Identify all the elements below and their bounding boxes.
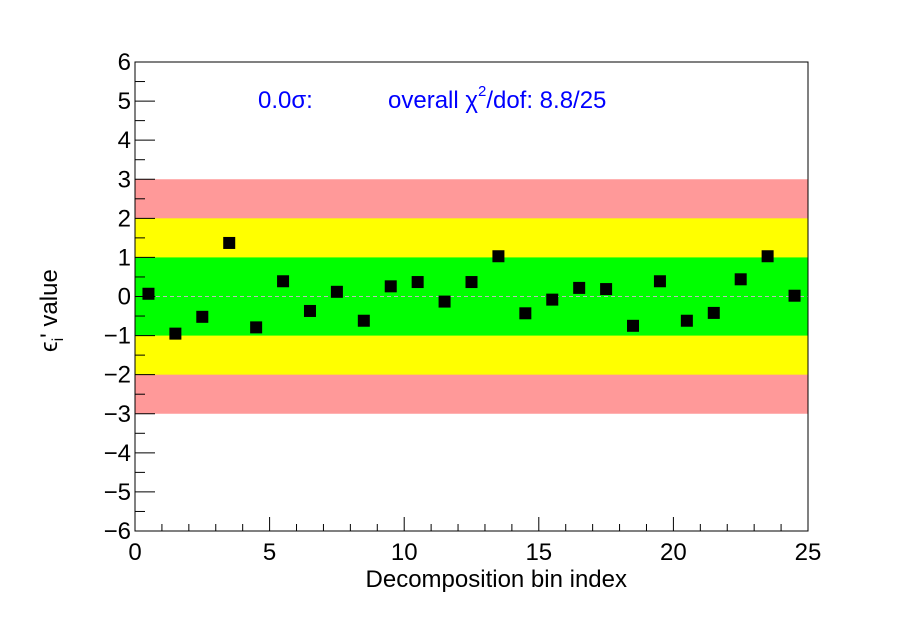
x-tick-label: 10 <box>391 539 418 566</box>
data-point <box>169 327 182 340</box>
y-axis-ticks: −6 −5 −4 −3 −2 −1 0 1 2 3 4 5 6 <box>104 49 155 545</box>
data-point <box>303 304 316 317</box>
y-tick-label: 1 <box>118 244 131 271</box>
chi2-suffix: /dof: 8.8/25 <box>486 87 606 114</box>
x-tick-label: 15 <box>525 539 552 566</box>
y-axis-title: ϵi' value <box>36 269 67 352</box>
data-point <box>384 280 397 293</box>
data-point <box>707 306 720 319</box>
data-point <box>600 283 613 296</box>
y-tick-label: −2 <box>104 362 131 389</box>
data-point <box>546 293 559 306</box>
y-tick-label: −6 <box>104 518 131 545</box>
data-point <box>680 314 693 327</box>
x-axis-ticks: 0 5 10 15 20 25 <box>128 517 821 566</box>
data-point <box>411 276 424 289</box>
data-point <box>223 236 236 249</box>
sigma-annotation: 0.0σ: <box>258 87 313 114</box>
x-tick-label: 20 <box>660 539 687 566</box>
y-tick-label: −5 <box>104 479 131 506</box>
chi2-annotation: overall χ2/dof: 8.8/25 <box>388 83 606 114</box>
data-point <box>196 310 209 323</box>
data-point <box>250 321 263 334</box>
x-axis-title: Decomposition bin index <box>366 566 627 593</box>
data-point <box>734 273 747 286</box>
y-axis-title-rest: ' value <box>36 269 63 338</box>
x-tick-label: 5 <box>263 539 276 566</box>
data-point <box>627 319 640 332</box>
y-tick-label: −3 <box>104 401 131 428</box>
x-tick-label: 0 <box>128 539 141 566</box>
y-tick-label: 5 <box>118 88 131 115</box>
data-point <box>653 275 666 288</box>
data-point <box>357 314 370 327</box>
y-tick-label: −4 <box>104 440 131 467</box>
y-tick-label: 6 <box>118 49 131 76</box>
data-point <box>142 287 155 300</box>
y-tick-label: 2 <box>118 205 131 232</box>
y-axis-title-symbol: ϵ <box>36 341 63 352</box>
data-point <box>330 285 343 298</box>
chi2-superscript: 2 <box>478 83 486 100</box>
data-point <box>519 307 532 320</box>
data-point <box>438 295 451 308</box>
y-tick-label: −1 <box>104 323 131 350</box>
y-tick-label: 0 <box>118 284 131 311</box>
chi2-prefix: overall χ <box>388 87 478 114</box>
y-tick-label: 3 <box>118 166 131 193</box>
data-point <box>492 250 505 263</box>
data-point <box>573 281 586 294</box>
x-tick-label: 25 <box>795 539 822 566</box>
data-point <box>761 250 774 263</box>
y-tick-label: 4 <box>118 127 131 154</box>
data-point <box>465 276 478 289</box>
y-axis-title-subscript: i <box>50 338 67 342</box>
data-point <box>277 275 290 288</box>
data-point <box>788 289 801 302</box>
